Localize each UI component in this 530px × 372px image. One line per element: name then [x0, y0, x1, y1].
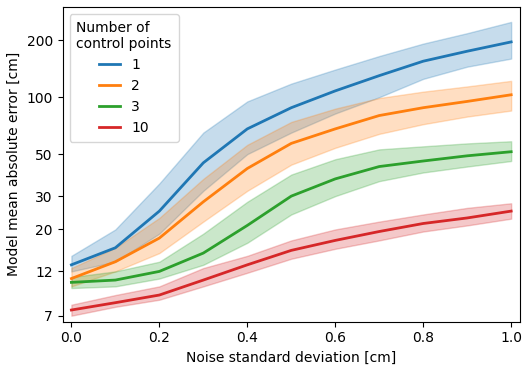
- 1: [156, 209, 163, 213]
- 3: [112, 278, 119, 282]
- 3: [68, 280, 75, 285]
- 3: [156, 269, 163, 274]
- 1: [244, 126, 251, 131]
- 10: [68, 308, 75, 312]
- 1: [376, 73, 383, 78]
- 3: [288, 194, 295, 198]
- 3: [244, 223, 251, 228]
- 1: [464, 49, 470, 54]
- 10: [200, 278, 207, 282]
- 3: [200, 251, 207, 255]
- 2: [68, 276, 75, 281]
- 1: [200, 161, 207, 165]
- 2: [508, 93, 514, 97]
- 3: [508, 150, 514, 154]
- 2: [200, 199, 207, 204]
- X-axis label: Noise standard deviation [cm]: Noise standard deviation [cm]: [186, 351, 396, 365]
- Line: 3: 3: [72, 152, 511, 282]
- 10: [112, 301, 119, 305]
- 2: [376, 113, 383, 118]
- 2: [112, 260, 119, 264]
- 10: [420, 221, 427, 226]
- Line: 2: 2: [72, 95, 511, 279]
- 2: [244, 166, 251, 171]
- Line: 1: 1: [72, 42, 511, 265]
- 2: [420, 106, 427, 110]
- 10: [508, 209, 514, 213]
- 1: [68, 263, 75, 267]
- 1: [112, 246, 119, 250]
- 2: [288, 141, 295, 145]
- 1: [420, 59, 427, 64]
- 3: [420, 159, 427, 163]
- 2: [464, 99, 470, 104]
- 10: [332, 238, 339, 243]
- 2: [156, 236, 163, 240]
- Legend: 1, 2, 3, 10: 1, 2, 3, 10: [69, 14, 179, 142]
- 3: [332, 177, 339, 181]
- 3: [464, 154, 470, 158]
- 10: [288, 248, 295, 253]
- 1: [332, 89, 339, 93]
- 10: [376, 229, 383, 234]
- 1: [508, 40, 514, 44]
- 2: [332, 126, 339, 131]
- 10: [244, 263, 251, 267]
- Line: 10: 10: [72, 211, 511, 310]
- 10: [156, 293, 163, 297]
- Y-axis label: Model mean absolute error [cm]: Model mean absolute error [cm]: [7, 52, 21, 276]
- 3: [376, 164, 383, 169]
- 10: [464, 216, 470, 220]
- 1: [288, 106, 295, 110]
